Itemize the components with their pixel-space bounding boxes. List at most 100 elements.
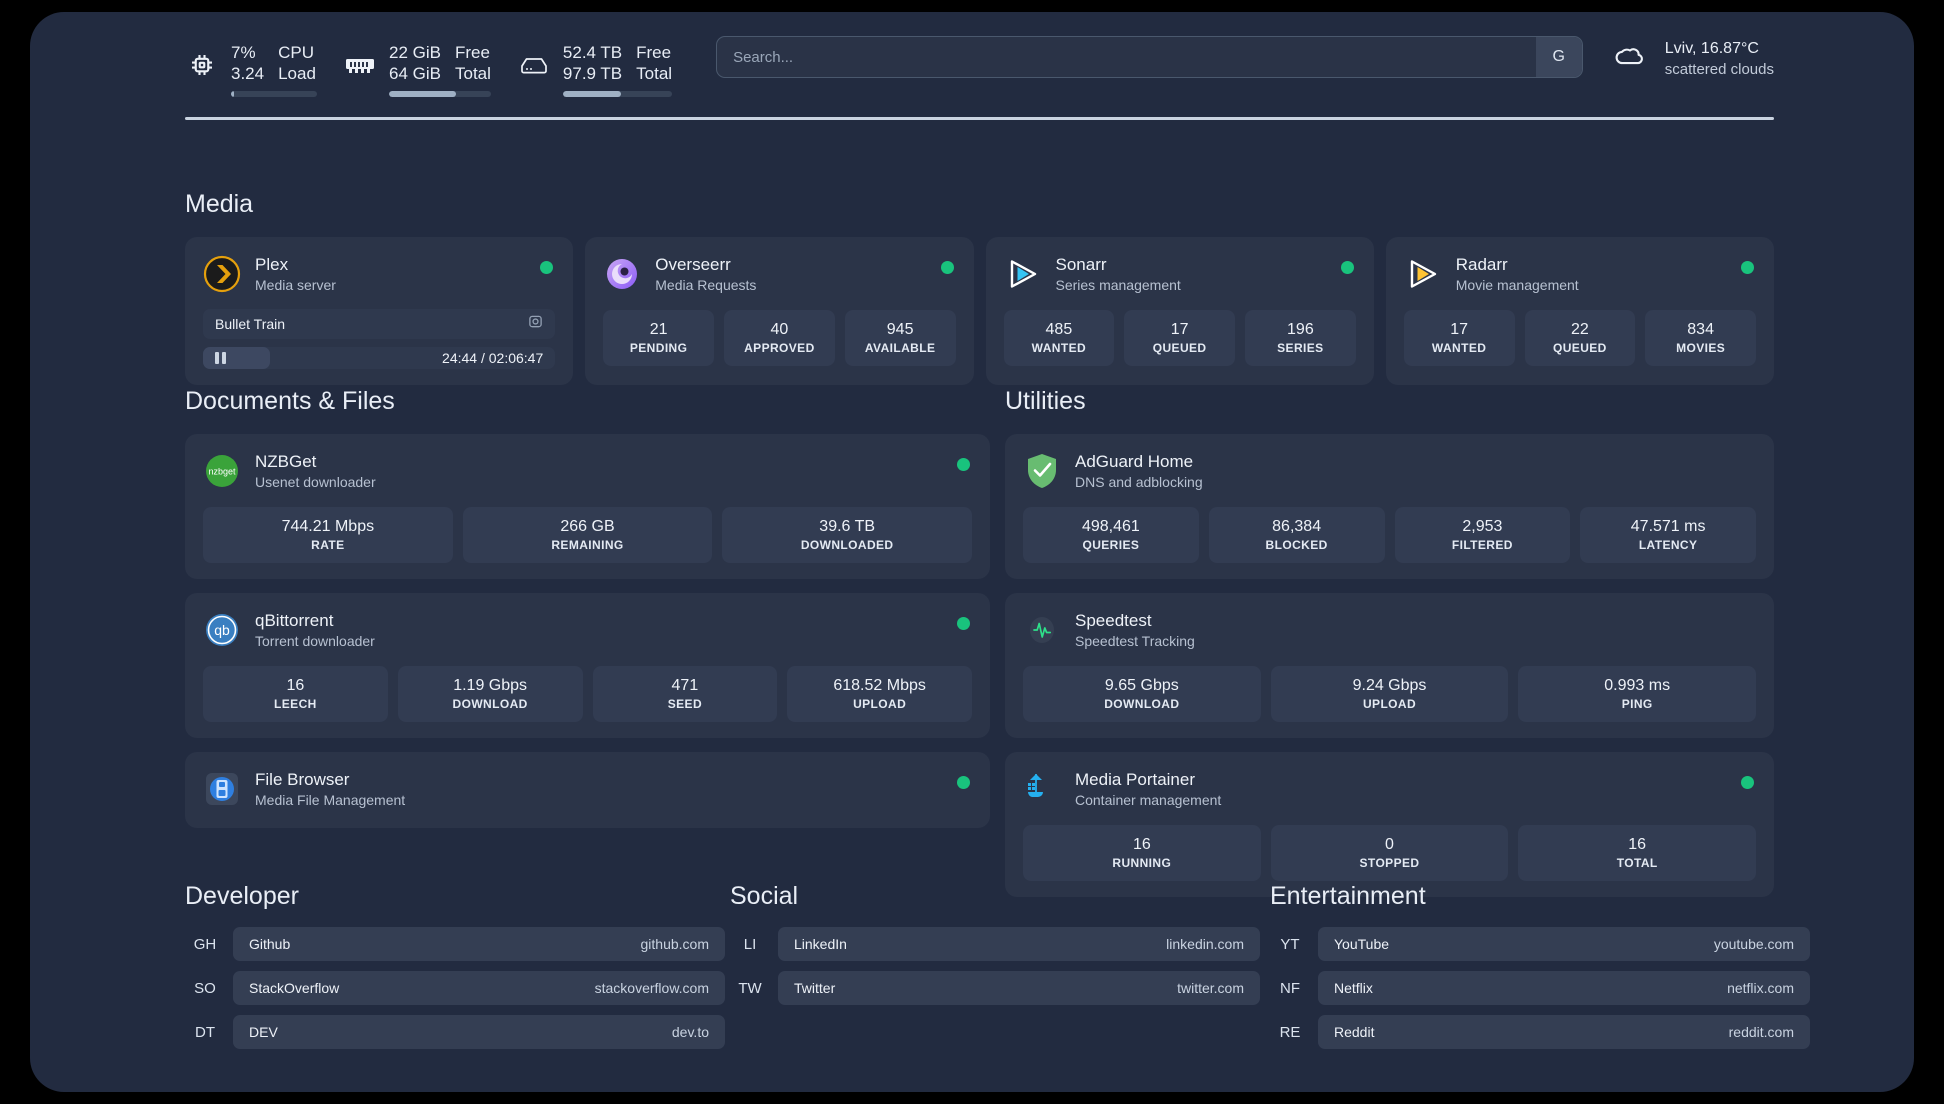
service-card-nzbget[interactable]: nzbget NZBGet Usenet downloader 744.21 M… bbox=[185, 434, 990, 579]
stat-tile-label: PING bbox=[1621, 697, 1653, 711]
stat-tile: 21 PENDING bbox=[603, 310, 714, 366]
cast-icon[interactable] bbox=[528, 314, 543, 334]
bookmark-name: YouTube bbox=[1334, 936, 1390, 952]
service-name: qBittorrent bbox=[255, 610, 334, 630]
stat-cpu-value2: 3.24 bbox=[231, 64, 265, 83]
bookmark-item[interactable]: LI LinkedIn linkedin.com bbox=[730, 927, 1260, 961]
stat-tile: 266 GB REMAINING bbox=[462, 507, 713, 563]
search-engine-button[interactable]: G bbox=[1535, 37, 1582, 77]
weather-condition: scattered clouds bbox=[1664, 61, 1774, 78]
weather-widget[interactable]: Lviv, 16.87°C scattered clouds bbox=[1609, 36, 1774, 80]
service-card-file-browser[interactable]: File Browser Media File Management bbox=[185, 752, 990, 828]
stat-tile-value: 47.571 ms bbox=[1630, 518, 1706, 535]
stat-tile-value: 498,461 bbox=[1081, 518, 1140, 535]
radarr-icon bbox=[1404, 255, 1442, 293]
status-indicator bbox=[957, 617, 970, 630]
stat-tile: 86,384 BLOCKED bbox=[1208, 507, 1385, 563]
disk-icon bbox=[517, 48, 551, 82]
service-subtitle: Torrent downloader bbox=[255, 632, 375, 649]
bookmark-abbr: NF bbox=[1280, 979, 1300, 997]
stat-tile-label: QUERIES bbox=[1082, 538, 1140, 552]
overseerr-icon bbox=[603, 255, 641, 293]
stat-tile: 744.21 Mbps RATE bbox=[203, 507, 453, 563]
nzbget-icon: nzbget bbox=[203, 452, 241, 490]
playback-time: 24:44 / 02:06:47 bbox=[442, 350, 544, 366]
bookmark-abbr: SO bbox=[194, 979, 216, 997]
bookmark-abbr: TW bbox=[738, 979, 762, 997]
bookmark-url: linkedin.com bbox=[1166, 936, 1244, 952]
stat-tile-label: BLOCKED bbox=[1265, 538, 1328, 552]
service-card-overseerr[interactable]: Overseerr Media Requests 21 PENDING 40 A… bbox=[585, 237, 974, 385]
stat-tile-value: 9.24 Gbps bbox=[1352, 677, 1427, 694]
bookmark-item[interactable]: YT YouTube youtube.com bbox=[1270, 927, 1810, 961]
stat-tile: 16 TOTAL bbox=[1518, 825, 1757, 881]
status-indicator bbox=[1741, 776, 1754, 789]
service-card-speedtest[interactable]: Speedtest Speedtest Tracking 9.65 Gbps D… bbox=[1005, 593, 1774, 738]
service-card-media-portainer[interactable]: Media Portainer Container management 16 … bbox=[1005, 752, 1774, 897]
bookmark-group-title: Developer bbox=[185, 882, 299, 910]
service-card-radarr[interactable]: Radarr Movie management 17 WANTED 22 QUE… bbox=[1385, 237, 1774, 385]
bookmark-group-title: Entertainment bbox=[1270, 882, 1426, 910]
search-input[interactable] bbox=[717, 37, 1536, 77]
bookmark-abbr: YT bbox=[1280, 935, 1300, 953]
stat-tile-label: APPROVED bbox=[744, 341, 815, 355]
stat-tile: 9.65 Gbps DOWNLOAD bbox=[1023, 666, 1261, 722]
bookmark-abbr: GH bbox=[193, 935, 217, 953]
stat-disk: 52.4 TB 97.9 TB Free Total bbox=[517, 42, 673, 97]
system-stats: 7% 3.24 CPU Load bbox=[185, 36, 673, 97]
stat-tile-value: 196 bbox=[1287, 321, 1314, 338]
svg-text:qb: qb bbox=[214, 622, 230, 638]
stat-tile: 0 STOPPED bbox=[1270, 825, 1509, 881]
bookmark-name: Github bbox=[249, 936, 291, 952]
ram-icon bbox=[343, 48, 377, 82]
cpu-icon bbox=[185, 48, 219, 82]
now-playing-title: Bullet Train bbox=[215, 316, 286, 332]
bookmark-item[interactable]: RE Reddit reddit.com bbox=[1270, 1015, 1810, 1049]
service-name: Radarr bbox=[1455, 254, 1508, 274]
bookmark-item[interactable]: TW Twitter twitter.com bbox=[730, 971, 1260, 1005]
stat-tile: 39.6 TB DOWNLOADED bbox=[722, 507, 973, 563]
stat-tile-value: 22 bbox=[1570, 321, 1589, 338]
bookmark-item[interactable]: NF Netflix netflix.com bbox=[1270, 971, 1810, 1005]
stat-tile-label: LATENCY bbox=[1638, 538, 1698, 552]
service-card-plex[interactable]: Plex Media server Bullet Train bbox=[185, 237, 574, 385]
stat-tile: 945 AVAILABLE bbox=[844, 310, 956, 366]
stat-cpu-bar bbox=[231, 91, 317, 97]
stat-tile-value: 17 bbox=[1450, 321, 1469, 338]
stat-tile-label: DOWNLOADED bbox=[800, 538, 894, 552]
service-name: Plex bbox=[255, 254, 289, 274]
bookmark-item[interactable]: GH Github github.com bbox=[185, 927, 725, 961]
status-indicator bbox=[957, 776, 970, 789]
stat-disk-value: 52.4 TB bbox=[562, 43, 623, 62]
pause-icon[interactable] bbox=[215, 352, 226, 364]
stat-cpu-label2: Load bbox=[278, 64, 316, 83]
stat-tile-value: 40 bbox=[770, 321, 789, 338]
playback-progress[interactable] bbox=[203, 347, 270, 369]
plex-icon bbox=[203, 255, 241, 293]
service-name: NZBGet bbox=[255, 451, 317, 471]
stat-tile-value: 0 bbox=[1385, 836, 1394, 853]
service-card-adguard-home[interactable]: AdGuard Home DNS and adblocking 498,461 … bbox=[1005, 434, 1774, 579]
search-bar: G bbox=[716, 36, 1583, 78]
bookmark-name: LinkedIn bbox=[794, 936, 847, 952]
service-subtitle: Usenet downloader bbox=[255, 473, 376, 490]
bookmark-name: Twitter bbox=[794, 980, 836, 996]
bookmark-item[interactable]: DT DEV dev.to bbox=[185, 1015, 725, 1049]
stat-tile-value: 16 bbox=[1628, 836, 1647, 853]
stat-tile-value: 744.21 Mbps bbox=[281, 518, 375, 535]
dashboard-window: 7% 3.24 CPU Load bbox=[30, 12, 1914, 1092]
stat-tile: 618.52 Mbps UPLOAD bbox=[787, 666, 972, 722]
service-card-sonarr[interactable]: Sonarr Series management 485 WANTED 17 Q… bbox=[985, 237, 1374, 385]
stat-tile-value: 16 bbox=[1132, 836, 1151, 853]
cloud-icon bbox=[1609, 42, 1649, 77]
bookmark-name: DEV bbox=[249, 1024, 278, 1040]
stat-tile: 40 APPROVED bbox=[724, 310, 835, 366]
stat-tile-label: LEECH bbox=[274, 697, 317, 711]
bookmark-item[interactable]: SO StackOverflow stackoverflow.com bbox=[185, 971, 725, 1005]
stat-tile-value: 16 bbox=[286, 677, 305, 694]
stat-disk-value2: 97.9 TB bbox=[562, 64, 623, 83]
stat-cpu-label: CPU bbox=[278, 43, 314, 62]
service-card-qbittorrent[interactable]: qb qBittorrent Torrent downloader 16 LEE… bbox=[185, 593, 990, 738]
stat-tile-label: QUEUED bbox=[1553, 341, 1607, 355]
stat-tile: 22 QUEUED bbox=[1524, 310, 1636, 366]
